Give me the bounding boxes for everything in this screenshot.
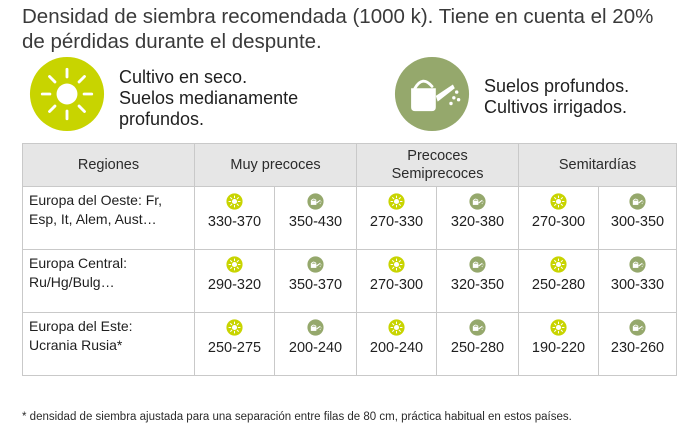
header-muy-precoces: Muy precoces xyxy=(193,143,358,187)
region-cell: Europa del Oeste: Fr, Esp, It, Alem, Aus… xyxy=(22,186,195,250)
value: 350-430 xyxy=(288,214,343,230)
value-cell-dry: 270-330 xyxy=(356,186,438,250)
value: 330-370 xyxy=(207,214,262,230)
region-cell: Europa del Este: Ucrania Rusia* xyxy=(22,312,195,376)
header-semitardias-label: Semitardías xyxy=(558,157,637,173)
legend-irrigated-line-2: Cultivos irrigados. xyxy=(484,97,628,117)
legend-irrigated-label: Suelos profundos. Cultivos irrigados. xyxy=(484,76,629,118)
region-line-2: Esp, It, Alem, Aust… xyxy=(29,211,157,227)
value: 250-275 xyxy=(207,340,262,356)
value-cell-irrigated: 350-430 xyxy=(273,186,358,250)
value-cell-irrigated: 250-280 xyxy=(436,312,520,376)
sun-icon xyxy=(29,56,105,132)
intro-line-1: Densidad de siembra recomendada (1000 k)… xyxy=(22,5,654,28)
sun-icon xyxy=(550,319,567,336)
footnote: * densidad de siembra ajustada para una … xyxy=(22,411,572,423)
value-cell-dry: 270-300 xyxy=(518,186,600,250)
value-cell-irrigated: 320-380 xyxy=(436,186,520,250)
table-row: Europa del Oeste: Fr, Esp, It, Alem, Aus… xyxy=(22,186,678,250)
sun-icon xyxy=(550,193,567,210)
region-line-1: Europa Central: xyxy=(29,255,128,271)
value: 270-300 xyxy=(531,214,586,230)
value: 290-320 xyxy=(207,277,262,293)
watering-can-icon xyxy=(469,319,486,336)
value-cell-irrigated: 320-350 xyxy=(436,249,520,313)
value: 270-330 xyxy=(369,214,424,230)
watering-can-icon xyxy=(307,193,324,210)
legend-dry-line-1: Cultivo en seco. xyxy=(119,67,248,87)
value-cell-dry: 250-275 xyxy=(194,312,275,376)
region-line-2: Ru/Hg/Bulg… xyxy=(29,274,115,290)
value: 320-350 xyxy=(450,277,505,293)
legend-dry-line-2: Suelos medianamente xyxy=(119,88,299,108)
header-precoces-line-1: Precoces xyxy=(407,148,468,164)
intro-line-2: de pérdidas durante el despunte. xyxy=(22,30,322,53)
table-header-row: Regiones Muy precoces Precoces Semipreco… xyxy=(22,143,678,187)
value-cell-dry: 190-220 xyxy=(518,312,600,376)
watering-can-icon xyxy=(394,56,470,132)
value: 190-220 xyxy=(531,340,586,356)
region-cell: Europa Central: Ru/Hg/Bulg… xyxy=(22,249,195,313)
region-line-1: Europa del Este: xyxy=(29,318,133,334)
value-cell-dry: 290-320 xyxy=(194,249,275,313)
value: 200-240 xyxy=(369,340,424,356)
value: 320-380 xyxy=(450,214,505,230)
value: 250-280 xyxy=(531,277,586,293)
header-semitardias: Semitardías xyxy=(518,143,678,187)
watering-can-icon xyxy=(629,256,646,273)
sun-icon xyxy=(226,319,243,336)
value-cell-irrigated: 300-330 xyxy=(598,249,678,313)
table-row: Europa del Este: Ucrania Rusia* 250-275 … xyxy=(22,312,678,376)
header-muy-precoces-label: Muy precoces xyxy=(230,157,321,173)
value: 300-330 xyxy=(610,277,665,293)
sun-icon xyxy=(388,193,405,210)
sun-icon xyxy=(550,256,567,273)
sun-icon xyxy=(388,256,405,273)
value: 350-370 xyxy=(288,277,343,293)
header-regions: Regiones xyxy=(22,143,195,187)
region-line-2: Ucrania Rusia* xyxy=(29,337,123,353)
value-cell-irrigated: 350-370 xyxy=(273,249,358,313)
header-precoces-line-2: Semiprecoces xyxy=(391,166,484,182)
sun-icon xyxy=(226,193,243,210)
region-line-1: Europa del Oeste: Fr, xyxy=(29,192,163,208)
legend-irrigated-line-1: Suelos profundos. xyxy=(484,76,630,96)
watering-can-icon xyxy=(629,193,646,210)
value-cell-irrigated: 230-260 xyxy=(598,312,678,376)
watering-can-icon xyxy=(307,256,324,273)
value-cell-irrigated: 200-240 xyxy=(273,312,358,376)
value-cell-dry: 270-300 xyxy=(356,249,438,313)
value: 250-280 xyxy=(450,340,505,356)
sun-icon xyxy=(388,319,405,336)
value-cell-dry: 330-370 xyxy=(194,186,275,250)
value-cell-dry: 200-240 xyxy=(356,312,438,376)
watering-can-icon xyxy=(307,319,324,336)
value: 270-300 xyxy=(369,277,424,293)
density-table: Regiones Muy precoces Precoces Semipreco… xyxy=(22,143,678,376)
value: 230-260 xyxy=(610,340,665,356)
value: 200-240 xyxy=(288,340,343,356)
watering-can-icon xyxy=(469,256,486,273)
value: 300-350 xyxy=(610,214,665,230)
legend-dry-line-3: profundos. xyxy=(119,109,205,129)
table-row: Europa Central: Ru/Hg/Bulg… 290-320 350-… xyxy=(22,249,678,313)
value-cell-dry: 250-280 xyxy=(518,249,600,313)
value-cell-irrigated: 300-350 xyxy=(598,186,678,250)
watering-can-icon xyxy=(629,319,646,336)
header-precoces: Precoces Semiprecoces xyxy=(356,143,520,187)
legend-dry-label: Cultivo en seco. Suelos medianamente pro… xyxy=(119,67,298,130)
intro-text: Densidad de siembra recomendada (1000 k)… xyxy=(22,4,682,54)
sun-icon xyxy=(226,256,243,273)
watering-can-icon xyxy=(469,193,486,210)
